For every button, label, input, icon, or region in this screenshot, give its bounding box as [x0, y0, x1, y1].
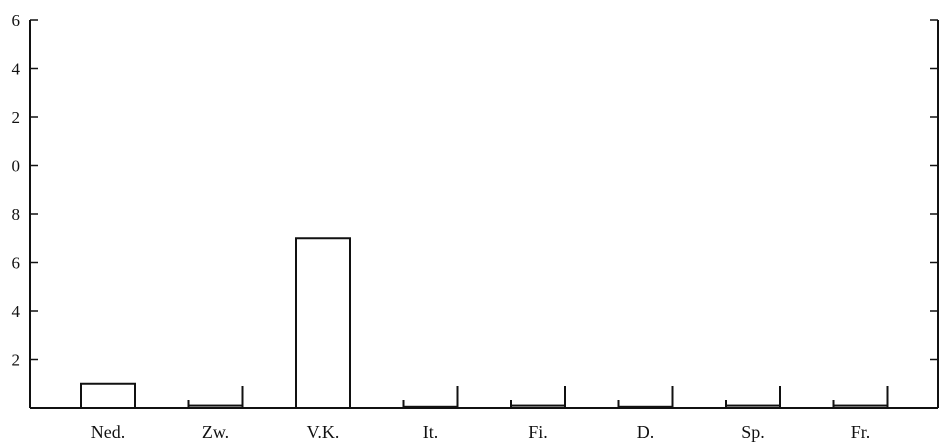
- bar-6: [725, 404, 781, 410]
- y-tick-label-4: 0: [12, 157, 21, 176]
- bars: [80, 237, 889, 410]
- bar-7: [832, 404, 889, 410]
- x-tick-label-0: Ned.: [91, 422, 126, 442]
- x-axis-labels: Ned. Zw. V.K. It. Fi. D. Sp. Fr.: [91, 422, 871, 442]
- x-tick-label-2: V.K.: [307, 422, 340, 442]
- x-tick-label-7: Fr.: [851, 422, 871, 442]
- bar-4: [510, 404, 566, 410]
- x-tick-label-4: Fi.: [528, 422, 548, 442]
- x-tick-label-3: It.: [423, 422, 439, 442]
- y-tick-label-7: 6: [12, 11, 21, 30]
- plot-frame: [29, 20, 939, 409]
- x-tick-label-5: D.: [637, 422, 655, 442]
- y-tick-label-3: 8: [12, 205, 21, 224]
- bar-0: [80, 382, 136, 409]
- y-tick-label-1: 4: [12, 302, 21, 321]
- y-tick-label-5: 2: [12, 108, 21, 127]
- x-tick-label-6: Sp.: [741, 422, 765, 442]
- y-tick-label-0: 2: [12, 351, 21, 370]
- y-axis-ticks: 2 4 6 8 0 2 4 6: [12, 11, 938, 370]
- y-tick-label-6: 4: [12, 60, 21, 79]
- bar-1: [187, 404, 244, 410]
- x-tick-label-1: Zw.: [202, 422, 229, 442]
- bar-2: [295, 237, 351, 409]
- bar-5: [617, 405, 674, 410]
- y-tick-label-2: 6: [12, 254, 21, 273]
- bar-3: [402, 405, 459, 410]
